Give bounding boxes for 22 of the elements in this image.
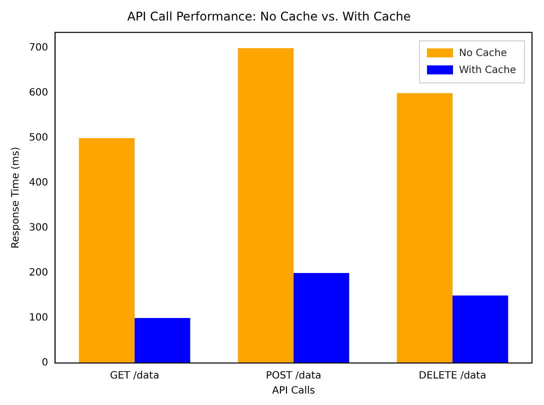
y-tick-label: 200 <box>28 268 48 279</box>
y-tick-label: 400 <box>28 178 48 189</box>
chart-title: API Call Performance: No Cache vs. With Cache <box>127 9 411 24</box>
y-axis-title: Response Time (ms) <box>10 146 22 249</box>
bar <box>396 93 453 363</box>
legend-label: No Cache <box>459 48 507 59</box>
bar <box>294 273 350 363</box>
x-tick-label: DELETE /data <box>418 370 486 382</box>
y-tick-label: 700 <box>28 42 48 54</box>
y-tick-label: 0 <box>42 358 48 369</box>
x-axis-title: API Calls <box>272 386 315 397</box>
bar <box>452 296 508 363</box>
y-tick-label: 500 <box>28 132 48 144</box>
x-tick-label: POST /data <box>266 370 322 382</box>
bar <box>134 318 190 363</box>
bar <box>78 138 135 363</box>
legend-label: With Cache <box>459 64 516 76</box>
y-tick-label: 100 <box>28 312 48 324</box>
y-tick-label: 600 <box>28 88 48 99</box>
y-tick-label: 300 <box>28 222 48 234</box>
x-tick-label: GET /data <box>110 370 160 382</box>
bar <box>238 48 294 363</box>
